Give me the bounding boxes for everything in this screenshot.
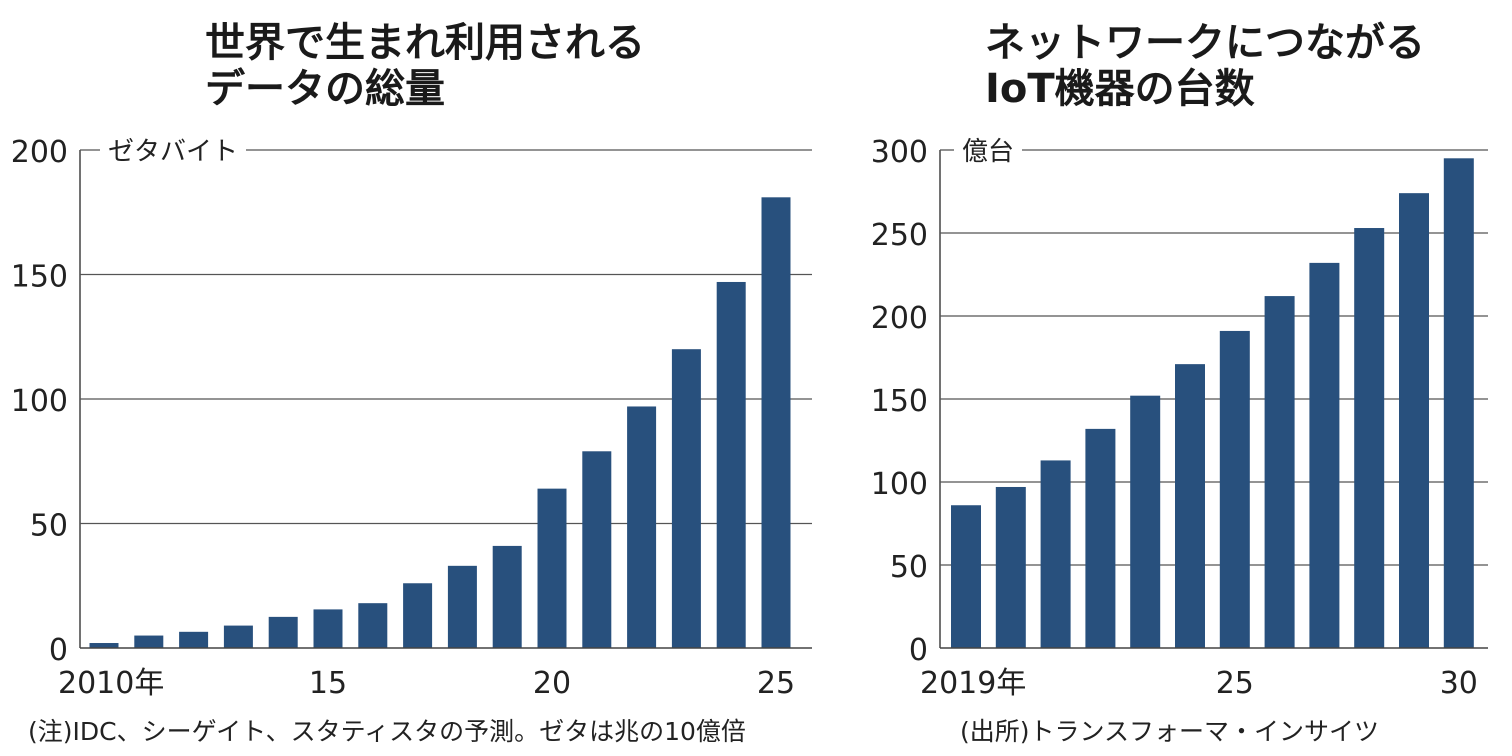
- chart1-y-tick-label: 200: [11, 135, 68, 170]
- chart2-title: ネットワークにつながる IoT機器の台数: [985, 20, 1425, 112]
- chart2-bar-2023: [1130, 395, 1161, 648]
- chart2-bar-2019: [951, 505, 981, 648]
- chart2-x-tick-label: 25: [1216, 666, 1254, 701]
- chart2-bar-2024: [1175, 364, 1205, 648]
- chart1-y-tick-label: 150: [11, 260, 68, 295]
- chart1-bar-2021: [582, 451, 612, 648]
- chart1-y-tick-label: 0: [49, 633, 68, 668]
- chart2-y-tick-label: 200: [871, 301, 928, 336]
- chart1-title-line1: 世界で生まれ利用される: [205, 20, 645, 66]
- chart2-y-tick-label: 300: [871, 135, 928, 170]
- chart2-y-tick-label: 250: [871, 218, 928, 253]
- chart2-bar-2027: [1309, 262, 1340, 648]
- chart2-unit-label: 億台: [962, 137, 1014, 167]
- chart1-source-note: (注)IDC、シーゲイト、スタティスタの予測。ゼタは兆の10億倍: [28, 717, 746, 746]
- chart1-bar-2015: [313, 609, 343, 648]
- chart1-bar-2025: [761, 197, 791, 648]
- chart1-x-tick-label: 15: [309, 666, 347, 701]
- chart1-unit-label: ゼタバイト: [108, 137, 238, 167]
- chart1-bar-2022: [627, 406, 657, 648]
- chart2-bar-2025: [1219, 330, 1250, 648]
- chart2-bar-2029: [1399, 193, 1429, 648]
- chart1-bar-2013: [223, 625, 253, 648]
- chart2-y-tick-label: 150: [871, 384, 928, 419]
- chart1-bar-2018: [447, 565, 477, 648]
- chart2-bar-2021: [1040, 460, 1071, 648]
- chart1-x-tick-label: 2010年: [58, 666, 164, 701]
- chart1-bar-2020: [537, 488, 567, 648]
- chart1-bar-2010: [89, 643, 119, 648]
- chart1-bar-2012: [179, 631, 209, 648]
- chart2-bar-2026: [1264, 296, 1295, 648]
- chart2-title-line2: IoT機器の台数: [985, 66, 1255, 112]
- chart2-title-line1: ネットワークにつながる: [985, 20, 1425, 66]
- chart1-bar-2023: [671, 349, 701, 648]
- chart2-bar-2030: [1443, 158, 1474, 649]
- chart1-title: 世界で生まれ利用される データの総量: [205, 20, 645, 112]
- chart1-y-tick-label: 100: [11, 384, 68, 419]
- chart2-source-note: (出所)トランスフォーマ・インサイツ: [960, 717, 1380, 746]
- chart2-x-tick-label: 30: [1440, 666, 1478, 701]
- chart1-bar-2019: [492, 545, 522, 648]
- chart1-x-tick-label: 20: [533, 666, 571, 701]
- chart1-bar-2017: [403, 583, 433, 648]
- chart1-x-tick-label: 25: [757, 666, 795, 701]
- chart1-bar-2011: [134, 635, 164, 648]
- chart2-y-tick-label: 100: [871, 467, 928, 502]
- chart2-y-tick-label: 0: [909, 633, 928, 668]
- chart2-x-tick-label: 2019年: [920, 666, 1026, 701]
- chart1-bar-2014: [268, 616, 298, 648]
- chart1-bar-2016: [358, 603, 388, 648]
- chart1-bar-2024: [716, 281, 746, 648]
- chart2-bar-2022: [1085, 428, 1116, 648]
- chart2-bar-2028: [1354, 228, 1385, 648]
- chart2-bar-2020: [995, 486, 1026, 648]
- chart1-title-line2: データの総量: [205, 66, 445, 112]
- chart1-y-tick-label: 50: [30, 509, 68, 544]
- chart2-y-tick-label: 50: [890, 550, 928, 585]
